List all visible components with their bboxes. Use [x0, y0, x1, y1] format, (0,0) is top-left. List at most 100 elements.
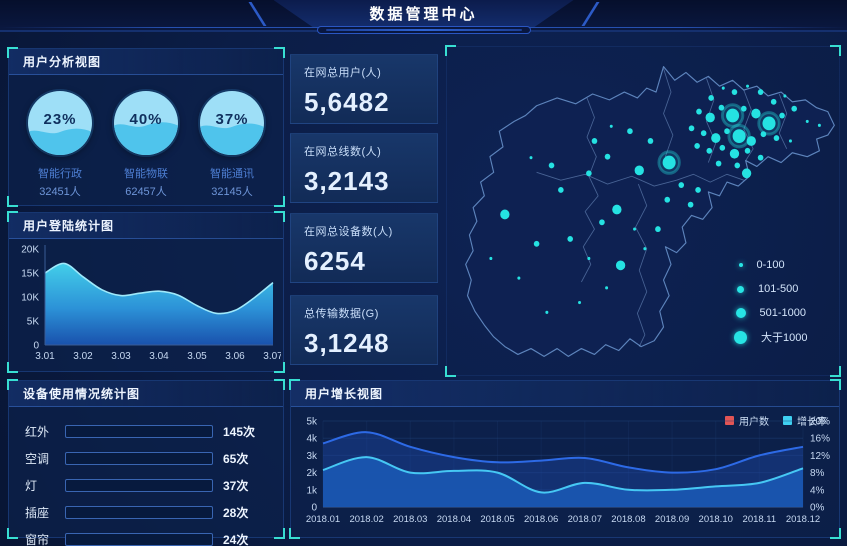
- bar-label: 窗帘: [25, 533, 50, 546]
- map-legend-dot-icon: [737, 285, 744, 293]
- svg-text:3.03: 3.03: [111, 351, 131, 362]
- stat-value: 3,2143: [304, 166, 390, 196]
- gauge-count: 32145人: [211, 186, 253, 198]
- gauge-percent: 23%: [43, 111, 77, 128]
- gauges-container: 23% 智能行政 32451人 40% 智能物联 62457人 37% 智能通讯…: [9, 75, 283, 199]
- corner-bracket: [7, 196, 18, 207]
- header-slash-left: [248, 2, 266, 26]
- gauge-label: 智能物联: [124, 168, 168, 180]
- legend-item[interactable]: 增长率: [783, 413, 827, 428]
- header-slash-right: [581, 2, 599, 26]
- bar-track: [65, 533, 213, 546]
- corner-bracket: [289, 379, 300, 390]
- corner-bracket: [7, 362, 18, 373]
- svg-text:1k: 1k: [306, 485, 318, 496]
- panel-title-device-usage: 设备使用情况统计图: [9, 381, 283, 407]
- growth-chart-legend: 用户数 增长率: [725, 413, 827, 428]
- svg-text:2k: 2k: [306, 468, 318, 479]
- corner-bracket: [274, 211, 285, 222]
- header-ornament-bar: [316, 26, 531, 34]
- stat-label: 总传输数据(G): [304, 308, 379, 320]
- svg-text:3.02: 3.02: [73, 351, 93, 362]
- gauge-count: 62457人: [125, 186, 167, 198]
- legend-chip: [725, 416, 734, 425]
- svg-text:3k: 3k: [306, 451, 318, 462]
- svg-text:2018.01: 2018.01: [306, 514, 340, 525]
- svg-text:2018.12: 2018.12: [786, 514, 820, 525]
- map-legend-item: 101-500: [734, 277, 826, 301]
- svg-text:4k: 4k: [306, 434, 318, 445]
- bar-track: [65, 506, 213, 519]
- stat-card: 在网总用户(人) 5,6482: [290, 54, 438, 124]
- bar-row: 插座 28次: [25, 504, 267, 521]
- gauge-count: 32451人: [39, 186, 81, 198]
- bar-value: 24次: [223, 533, 249, 546]
- svg-text:3.04: 3.04: [149, 351, 169, 362]
- corner-bracket: [7, 379, 18, 390]
- stat-card: 在网总线数(人) 3,2143: [290, 133, 438, 203]
- map-legend-item: 0-100: [734, 253, 826, 277]
- svg-text:15K: 15K: [21, 269, 39, 280]
- corner-bracket: [274, 379, 285, 390]
- stat-label: 在网总用户(人): [304, 67, 382, 79]
- corner-bracket: [830, 366, 841, 377]
- panel-user-analysis: 用户分析视图 23% 智能行政 32451人 40% 智能物联 62457人 3…: [7, 47, 285, 207]
- corner-bracket: [274, 528, 285, 539]
- gauge-circle: 40%: [114, 91, 178, 155]
- bar-track: [65, 425, 213, 438]
- map-legend-dot-icon: [738, 263, 743, 267]
- gauge-circle: 37%: [200, 91, 264, 155]
- header: 数据管理中心: [0, 0, 847, 34]
- map-legend-dot-icon: [735, 308, 746, 318]
- page-title: 数据管理中心: [273, 0, 574, 27]
- bar-row: 灯 37次: [25, 477, 267, 494]
- growth-area-chart: 0 1k 2k 3k 4k 5k 0% 4% 8% 12% 16% 20% 2018.01 2018.02…: [306, 417, 830, 526]
- map-legend-label: 0-100: [756, 259, 785, 271]
- legend-chip: [783, 416, 792, 425]
- svg-text:4%: 4%: [810, 485, 825, 496]
- svg-text:2018.03: 2018.03: [393, 514, 427, 525]
- svg-text:0: 0: [33, 341, 39, 352]
- svg-text:3.01: 3.01: [35, 351, 55, 362]
- legend-label: 增长率: [797, 417, 827, 428]
- corner-bracket: [830, 528, 841, 539]
- bar-track: [65, 452, 213, 465]
- svg-text:2018.10: 2018.10: [699, 514, 733, 525]
- panel-title-user-growth: 用户增长视图: [291, 381, 839, 407]
- svg-text:12%: 12%: [810, 451, 830, 462]
- stat-card: 在网总设备数(人) 6254: [290, 213, 438, 283]
- bar-row: 红外 145次: [25, 423, 267, 440]
- corner-bracket: [289, 528, 300, 539]
- panel-title-login-stats: 用户登陆统计图: [9, 213, 283, 239]
- corner-bracket: [445, 45, 456, 56]
- device-bars-container: 红外 145次 空调 65次灯 37次 插座 28次 窗帘 24次: [9, 407, 283, 546]
- bar-track: [65, 479, 213, 492]
- liquid-gauge: 40% 智能物联 62457人: [104, 91, 188, 199]
- stat-value: 6254: [304, 246, 366, 276]
- map-legend-label: 101-500: [758, 283, 799, 295]
- bar-value: 65次: [223, 452, 249, 466]
- svg-text:8%: 8%: [810, 468, 825, 479]
- region-map: [465, 65, 835, 357]
- svg-text:2018.07: 2018.07: [568, 514, 602, 525]
- svg-text:2018.05: 2018.05: [480, 514, 514, 525]
- svg-text:2018.06: 2018.06: [524, 514, 558, 525]
- svg-text:3.05: 3.05: [187, 351, 207, 362]
- stat-label: 在网总设备数(人): [304, 226, 393, 238]
- legend-item[interactable]: 用户数: [725, 413, 769, 428]
- panel-user-growth: 用户增长视图 用户数 增长率 0 1k 2k 3k 4k 5k 0% 4% 8% 12% 16% 20%…: [289, 379, 841, 539]
- panel-title-user-analysis: 用户分析视图: [9, 49, 283, 75]
- corner-bracket: [7, 47, 18, 58]
- bar-value: 145次: [223, 425, 256, 439]
- gauge-percent: 37%: [215, 111, 249, 128]
- svg-text:2018.11: 2018.11: [743, 514, 777, 525]
- svg-text:2018.09: 2018.09: [655, 514, 689, 525]
- map-legend: 0-100 101-500 501-1000 大于1000: [734, 253, 826, 349]
- panel-login-stats: 用户登陆统计图 0 5K 10K 15K 20K 3.01 3.02 3.03 3.04 3.05…: [7, 211, 285, 373]
- panel-device-usage: 设备使用情况统计图 红外 145次 空调 65次灯 37次 插座 28次 窗帘: [7, 379, 285, 546]
- corner-bracket: [274, 362, 285, 373]
- panel-map: 0-100 101-500 501-1000 大于1000: [445, 45, 841, 377]
- map-legend-item: 501-1000: [734, 301, 826, 325]
- svg-text:5k: 5k: [306, 417, 318, 428]
